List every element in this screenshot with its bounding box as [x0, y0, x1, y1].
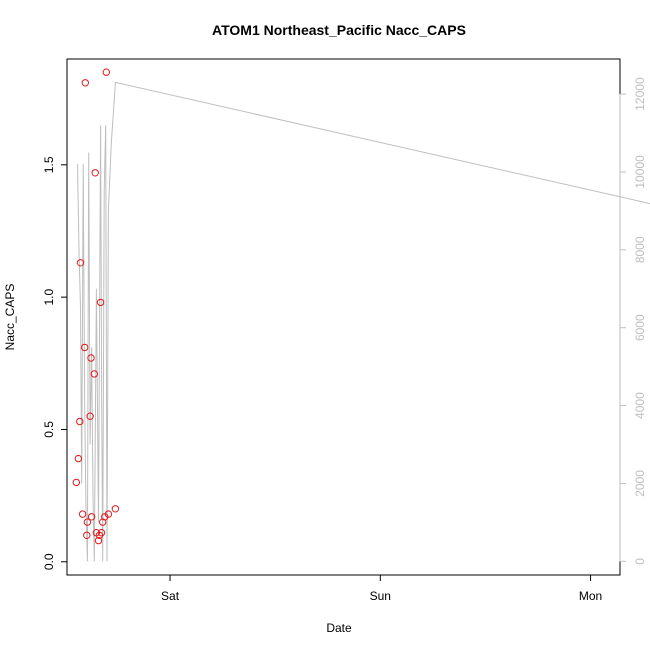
- plot-box: [66, 58, 621, 576]
- y-axis-left: 0.0 0.5 1.0 1.5: [42, 156, 67, 570]
- x-axis: SatSunMonTue: [161, 575, 602, 603]
- gray-line-series: [77, 81, 650, 562]
- gray-line: [77, 81, 650, 562]
- y2-tick-label: 8000: [633, 236, 647, 263]
- x-tick-label: Sun: [370, 589, 391, 603]
- chart-title: ATOM1 Northeast_Pacific Nacc_CAPS: [212, 22, 466, 38]
- data-point: [83, 531, 91, 539]
- data-point: [72, 478, 81, 487]
- data-point: [87, 513, 96, 521]
- data-point: [81, 79, 90, 87]
- scatter-points: [72, 68, 120, 545]
- data-point: [102, 68, 111, 76]
- y2-tick-label: 4000: [633, 392, 647, 419]
- data-point: [76, 259, 85, 267]
- data-point: [104, 510, 113, 518]
- data-point: [78, 510, 87, 518]
- y2-tick-label: 2000: [633, 470, 647, 497]
- data-point: [91, 169, 99, 177]
- data-point: [76, 417, 84, 426]
- y-tick-label: 1.5: [42, 156, 56, 173]
- y-tick-label: 0.0: [42, 553, 56, 570]
- data-point: [74, 454, 83, 463]
- y-tick-label: 1.0: [42, 288, 56, 305]
- data-point: [94, 536, 103, 545]
- data-point: [87, 354, 95, 362]
- data-point: [86, 412, 94, 420]
- data-point: [97, 529, 106, 537]
- y-axis-right: 0 2000 4000 6000 8000 10000 12000: [619, 77, 647, 565]
- x-axis-label: Date: [326, 621, 352, 635]
- y-tick-label: 0.5: [42, 421, 56, 438]
- y2-tick-label: 6000: [633, 314, 647, 341]
- data-point: [111, 505, 120, 513]
- data-point: [90, 370, 99, 378]
- y2-tick-label: 12000: [633, 77, 647, 111]
- x-tick-label: Sat: [161, 589, 180, 603]
- y-axis-label: Nacc_CAPS: [3, 284, 17, 351]
- data-point: [96, 298, 105, 307]
- y2-tick-label: 10000: [633, 155, 647, 189]
- x-tick-label: Mon: [579, 589, 602, 603]
- y2-tick-label: 0: [633, 558, 647, 565]
- data-point: [83, 518, 92, 526]
- data-point: [81, 343, 89, 352]
